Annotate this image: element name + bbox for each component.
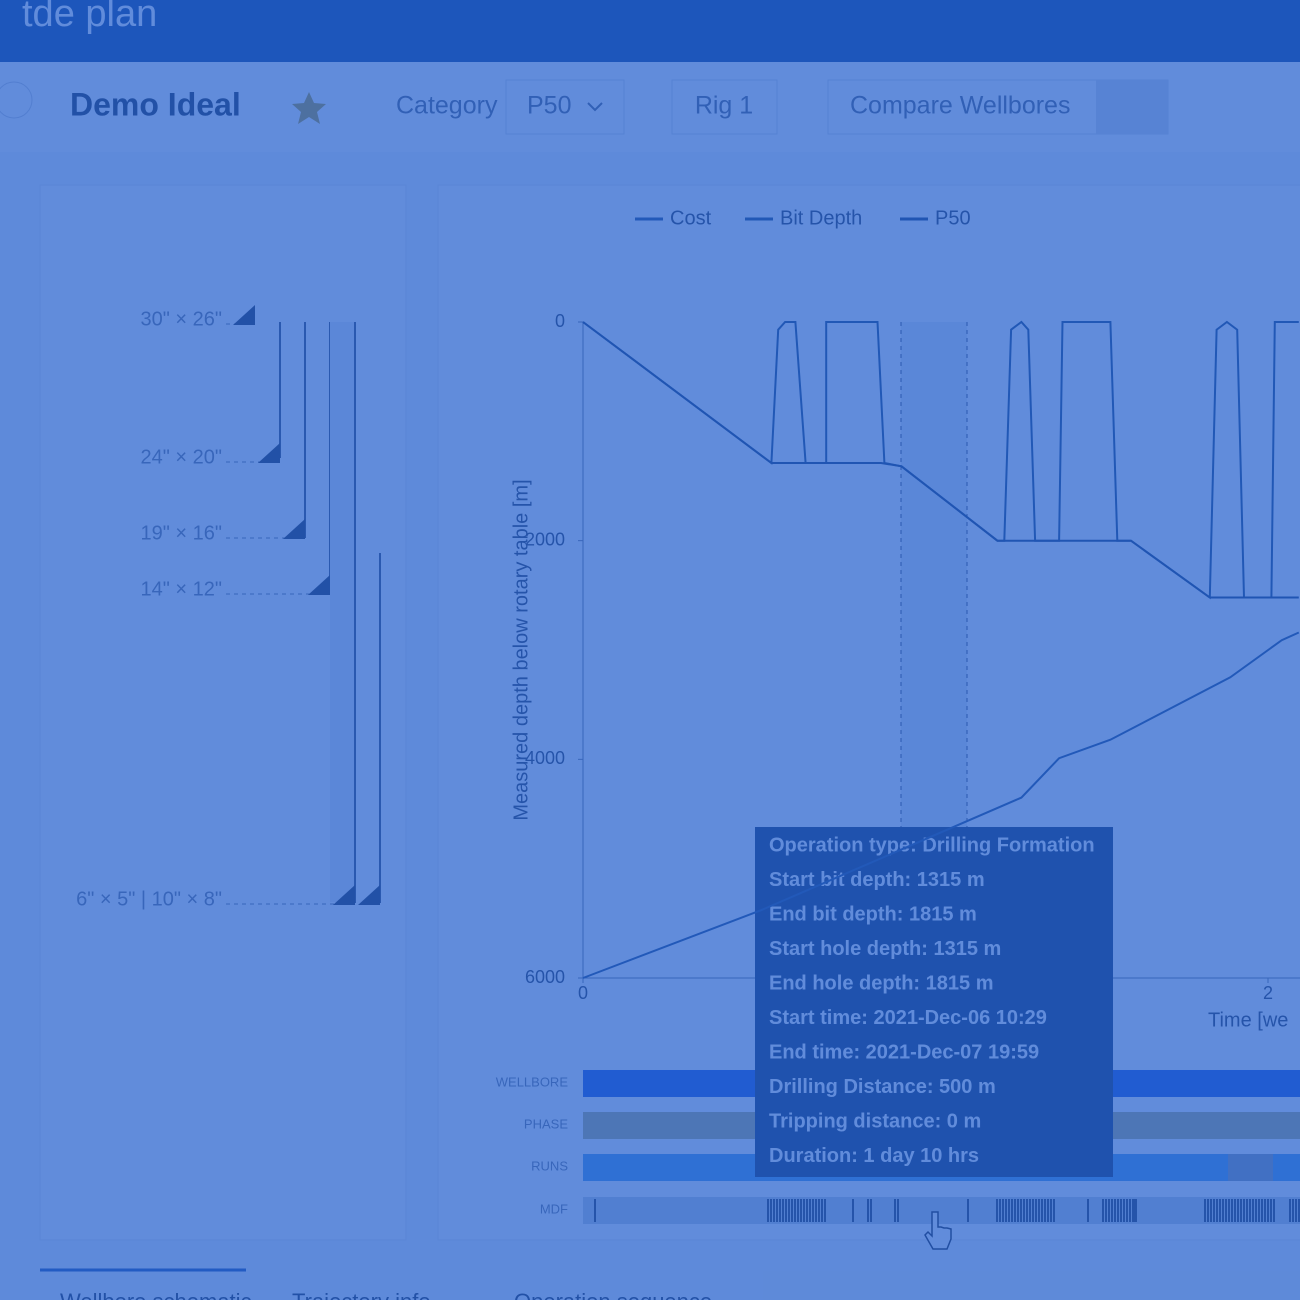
- y-tick-label: 0: [555, 311, 565, 331]
- tab[interactable]: Wellbore schematic: [60, 1289, 252, 1300]
- casing-label: 30" × 26": [141, 308, 222, 330]
- tooltip-line: Start bit depth: 1315 m: [769, 869, 985, 891]
- compare-label: Compare Wellbores: [850, 92, 1070, 120]
- casing-label: 19" × 16": [141, 522, 222, 544]
- y-tick-label: 4000: [525, 748, 565, 768]
- track-label: WELLBORE: [496, 1074, 569, 1089]
- casing-fill: [330, 322, 354, 902]
- brand: tde plan: [22, 0, 157, 35]
- tooltip-line: Start time: 2021-Dec-06 10:29: [769, 1007, 1047, 1029]
- x-tick-label: 0: [578, 983, 588, 1003]
- tooltip-line: End time: 2021-Dec-07 19:59: [769, 1041, 1039, 1063]
- legend-label: Cost: [670, 207, 712, 229]
- casing-label: 24" × 20": [141, 446, 222, 468]
- tooltip-line: End bit depth: 1815 m: [769, 903, 977, 925]
- y-tick-label: 6000: [525, 967, 565, 987]
- category-label: Category: [396, 92, 498, 120]
- x-axis-title: Time [we: [1208, 1009, 1288, 1031]
- x-tick-label: 2: [1263, 983, 1273, 1003]
- track-label: RUNS: [531, 1158, 568, 1173]
- casing-label: 6" × 5" | 10" × 8": [76, 888, 222, 910]
- y-tick-label: 2000: [525, 529, 565, 549]
- tooltip-line: Tripping distance: 0 m: [769, 1110, 981, 1132]
- tooltip-line: Operation type: Drilling Formation: [769, 834, 1095, 856]
- tooltip-line: Duration: 1 day 10 hrs: [769, 1145, 979, 1167]
- category-value: P50: [527, 92, 571, 120]
- tab[interactable]: Operation sequence: [514, 1289, 712, 1300]
- tooltip-line: End hole depth: 1815 m: [769, 972, 993, 994]
- tab[interactable]: Trajectory info: [292, 1289, 431, 1300]
- runs-segment: [1228, 1154, 1273, 1181]
- wellbore-title: Demo Ideal: [70, 86, 241, 122]
- track-label: PHASE: [524, 1116, 568, 1131]
- tooltip-line: Drilling Distance: 500 m: [769, 1076, 996, 1098]
- casing-label: 14" × 12": [141, 578, 222, 600]
- compare-action[interactable]: [1096, 80, 1168, 134]
- tooltip-line: Start hole depth: 1315 m: [769, 938, 1001, 960]
- track-label: MDF: [540, 1201, 568, 1216]
- mdf-track: [583, 1197, 1300, 1224]
- legend-label: P50: [935, 207, 971, 229]
- header-bar: [0, 0, 1300, 62]
- legend-label: Bit Depth: [780, 207, 862, 229]
- rig-label: Rig 1: [695, 92, 753, 120]
